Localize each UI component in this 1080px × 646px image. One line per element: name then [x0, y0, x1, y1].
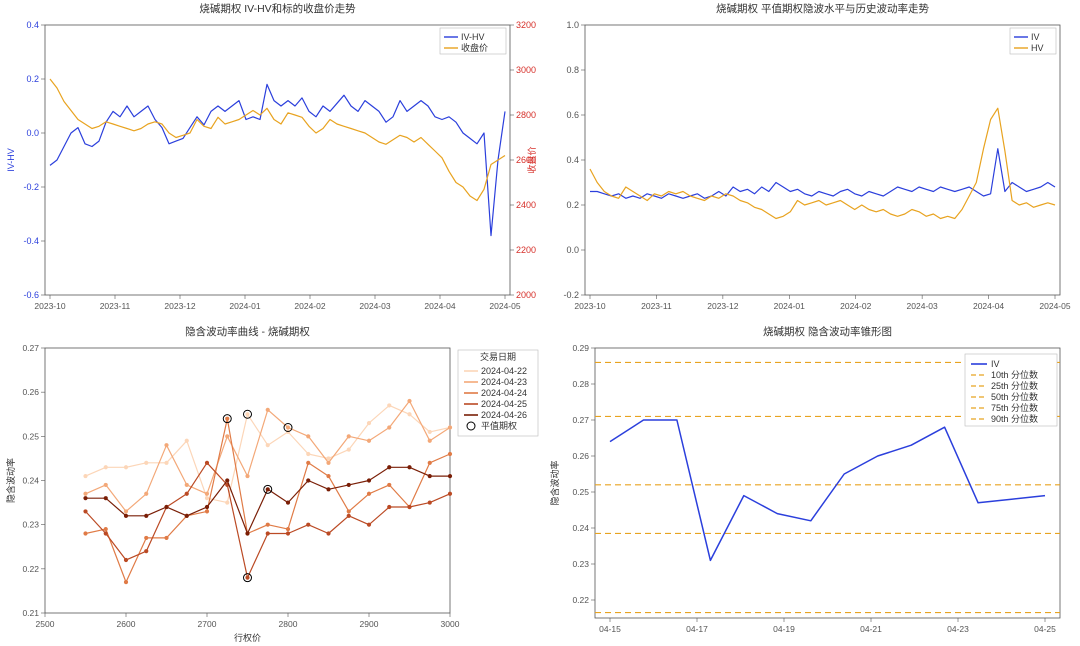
- svg-text:隐含波动率: 隐含波动率: [549, 460, 560, 505]
- svg-text:0.25: 0.25: [572, 487, 589, 497]
- svg-text:1.0: 1.0: [566, 20, 579, 30]
- svg-text:2024-04-25: 2024-04-25: [481, 399, 527, 409]
- panel-vol-smile: 隐含波动率曲线 - 烧碱期权 0.21 0.22 0.23 0.24 0.25 0.26 0.…: [0, 323, 540, 646]
- svg-text:平值期权: 平值期权: [481, 420, 517, 431]
- svg-text:-0.6: -0.6: [23, 290, 39, 300]
- svg-text:2023-12: 2023-12: [164, 301, 195, 311]
- svg-text:10th 分位数: 10th 分位数: [991, 369, 1038, 380]
- svg-text:行权价: 行权价: [234, 632, 261, 643]
- svg-text:3000: 3000: [441, 619, 460, 629]
- svg-text:3000: 3000: [516, 65, 536, 75]
- svg-text:0.4: 0.4: [26, 20, 39, 30]
- svg-text:0.6: 0.6: [566, 110, 579, 120]
- svg-text:2024-01: 2024-01: [774, 301, 805, 311]
- svg-text:0.22: 0.22: [572, 595, 589, 605]
- svg-text:0.26: 0.26: [22, 387, 39, 397]
- svg-text:交易日期: 交易日期: [480, 351, 516, 362]
- svg-text:0.0: 0.0: [566, 245, 579, 255]
- svg-text:0.2: 0.2: [566, 200, 579, 210]
- svg-text:烧碱期权 IV-HV和标的收盘价走势: 烧碱期权 IV-HV和标的收盘价走势: [199, 2, 356, 15]
- svg-text:04-15: 04-15: [599, 624, 621, 634]
- svg-text:0.27: 0.27: [572, 415, 589, 425]
- svg-text:0.0: 0.0: [26, 128, 39, 138]
- svg-text:2700: 2700: [198, 619, 217, 629]
- svg-text:0.23: 0.23: [572, 559, 589, 569]
- svg-text:2024-04-24: 2024-04-24: [481, 388, 527, 398]
- svg-text:0.25: 0.25: [22, 431, 39, 441]
- svg-text:2900: 2900: [360, 619, 379, 629]
- svg-text:04-17: 04-17: [686, 624, 708, 634]
- svg-text:HV: HV: [1031, 43, 1044, 53]
- svg-text:2024-02: 2024-02: [840, 301, 871, 311]
- svg-text:0.2: 0.2: [26, 74, 39, 84]
- svg-text:IV-HV: IV-HV: [6, 148, 16, 172]
- svg-text:0.21: 0.21: [22, 608, 39, 618]
- svg-text:50th 分位数: 50th 分位数: [991, 391, 1038, 402]
- svg-text:2023-11: 2023-11: [100, 301, 131, 311]
- svg-text:0.4: 0.4: [566, 155, 579, 165]
- svg-text:2024-03: 2024-03: [907, 301, 938, 311]
- svg-text:收盘价: 收盘价: [526, 146, 537, 173]
- svg-text:0.28: 0.28: [572, 379, 589, 389]
- svg-text:2023-12: 2023-12: [707, 301, 738, 311]
- svg-text:隐含波动率曲线 - 烧碱期权: 隐含波动率曲线 - 烧碱期权: [185, 325, 310, 338]
- svg-text:2024-04-26: 2024-04-26: [481, 410, 527, 420]
- svg-text:0.24: 0.24: [22, 476, 39, 486]
- svg-text:2024-05: 2024-05: [1039, 301, 1070, 311]
- svg-text:IV: IV: [1031, 32, 1040, 42]
- svg-text:2800: 2800: [516, 110, 536, 120]
- svg-text:04-21: 04-21: [860, 624, 882, 634]
- svg-text:2024-04-23: 2024-04-23: [481, 377, 527, 387]
- svg-text:3200: 3200: [516, 20, 536, 30]
- svg-text:2024-05: 2024-05: [489, 301, 520, 311]
- svg-text:25th 分位数: 25th 分位数: [991, 380, 1038, 391]
- svg-text:烧碱期权 平值期权隐波水平与历史波动率走势: 烧碱期权 平值期权隐波水平与历史波动率走势: [716, 2, 929, 15]
- svg-text:2024-01: 2024-01: [229, 301, 260, 311]
- svg-text:2600: 2600: [117, 619, 136, 629]
- svg-text:04-23: 04-23: [947, 624, 969, 634]
- svg-text:0.23: 0.23: [22, 520, 39, 530]
- svg-text:0.24: 0.24: [572, 523, 589, 533]
- svg-text:隐含波动率: 隐含波动率: [5, 458, 16, 503]
- svg-text:2000: 2000: [516, 290, 536, 300]
- svg-text:2024-04-22: 2024-04-22: [481, 366, 527, 376]
- svg-text:75th 分位数: 75th 分位数: [991, 402, 1038, 413]
- svg-text:0.29: 0.29: [572, 343, 589, 353]
- svg-text:IV-HV: IV-HV: [461, 32, 485, 42]
- svg-text:2024-04: 2024-04: [973, 301, 1004, 311]
- svg-text:04-25: 04-25: [1034, 624, 1056, 634]
- svg-text:04-19: 04-19: [773, 624, 795, 634]
- svg-text:-0.2: -0.2: [23, 182, 39, 192]
- svg-text:-0.2: -0.2: [563, 290, 579, 300]
- svg-text:0.26: 0.26: [572, 451, 589, 461]
- svg-text:IV: IV: [991, 359, 1000, 369]
- svg-text:90th 分位数: 90th 分位数: [991, 413, 1038, 424]
- svg-text:收盘价: 收盘价: [461, 42, 488, 53]
- svg-text:2024-03: 2024-03: [359, 301, 390, 311]
- svg-text:2800: 2800: [279, 619, 298, 629]
- svg-text:烧碱期权 隐含波动率锥形图: 烧碱期权 隐含波动率锥形图: [763, 325, 892, 338]
- svg-text:2400: 2400: [516, 200, 536, 210]
- svg-text:2024-02: 2024-02: [294, 301, 325, 311]
- svg-text:-0.4: -0.4: [23, 236, 39, 246]
- svg-text:2200: 2200: [516, 245, 536, 255]
- svg-text:2023-10: 2023-10: [574, 301, 605, 311]
- svg-text:2024-04: 2024-04: [424, 301, 455, 311]
- svg-text:2023-11: 2023-11: [641, 301, 672, 311]
- svg-text:2500: 2500: [36, 619, 55, 629]
- panel-iv-hv-price: 烧碱期权 IV-HV和标的收盘价走势 -0.6 -0.4 -0.2 0.0 0.2 0.4 I…: [0, 0, 540, 323]
- panel-vol-cone: 烧碱期权 隐含波动率锥形图 0.22 0.23 0.24 0.25 0.26 0.27 0.2…: [540, 323, 1080, 646]
- svg-text:0.22: 0.22: [22, 564, 39, 574]
- svg-text:2023-10: 2023-10: [34, 301, 65, 311]
- svg-text:0.27: 0.27: [22, 343, 39, 353]
- svg-text:0.8: 0.8: [566, 65, 579, 75]
- panel-iv-hv-trend: 烧碱期权 平值期权隐波水平与历史波动率走势 -0.2 0.0 0.2 0.4 0.6 0.8…: [540, 0, 1080, 323]
